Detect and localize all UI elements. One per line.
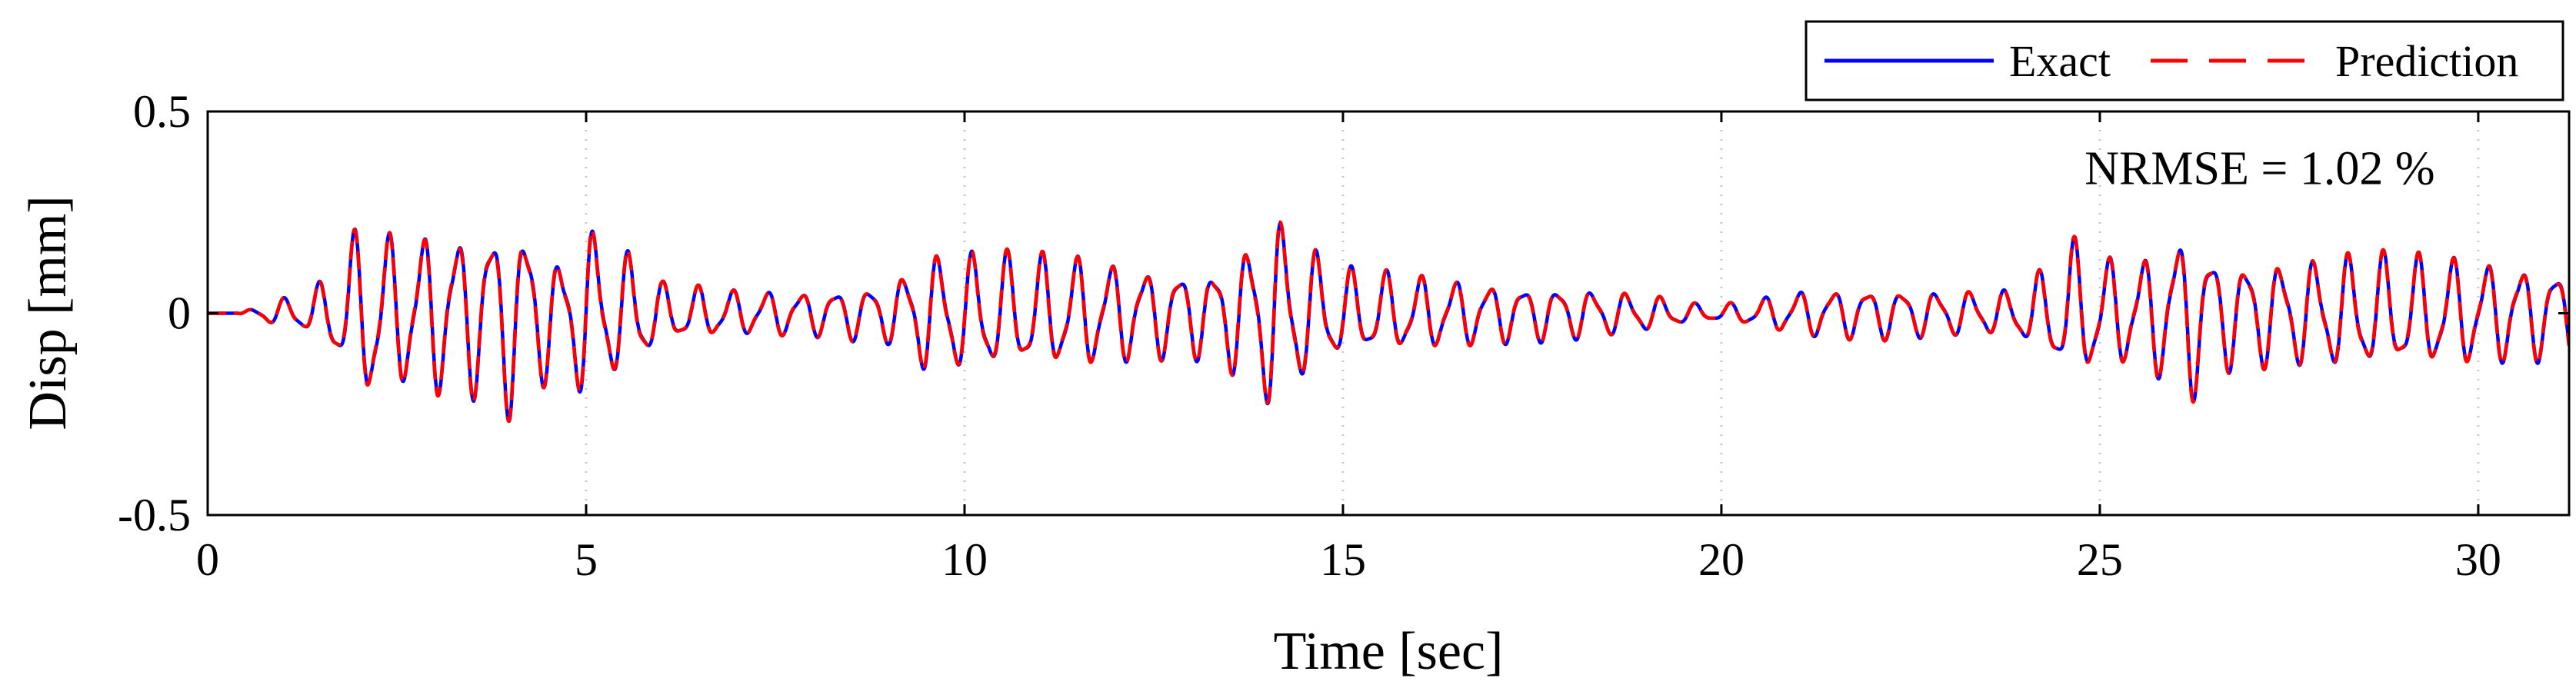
y-tick-label: -0.5 [118, 490, 191, 540]
series-line-exact [208, 221, 2569, 424]
series-line-prediction [208, 220, 2569, 424]
legend-label-prediction: Prediction [2335, 36, 2518, 86]
nrmse-annotation: NRMSE = 1.02 % [2084, 143, 2434, 195]
legend-label-exact: Exact [2009, 36, 2111, 86]
x-tick-label: 20 [1698, 534, 1745, 585]
legend: Exact Prediction [1805, 20, 2564, 101]
plot-series-group [208, 220, 2569, 424]
x-tick-label: 15 [1320, 534, 1366, 585]
y-tick-label: 0.5 [133, 86, 191, 137]
x-tick-label: 10 [941, 534, 988, 585]
x-axis-label: Time [sec] [1274, 622, 1504, 681]
y-tick-label: 0 [168, 288, 191, 339]
x-tick-label: 25 [2077, 534, 2123, 585]
x-tick-label: 0 [196, 534, 219, 585]
y-axis-label: Disp [mm] [18, 195, 78, 430]
axis-ticks: 0 5 10 15 20 25 30-0.500.5 [118, 86, 2569, 585]
x-tick-label: 5 [575, 534, 598, 585]
x-tick-label: 30 [2455, 534, 2501, 585]
